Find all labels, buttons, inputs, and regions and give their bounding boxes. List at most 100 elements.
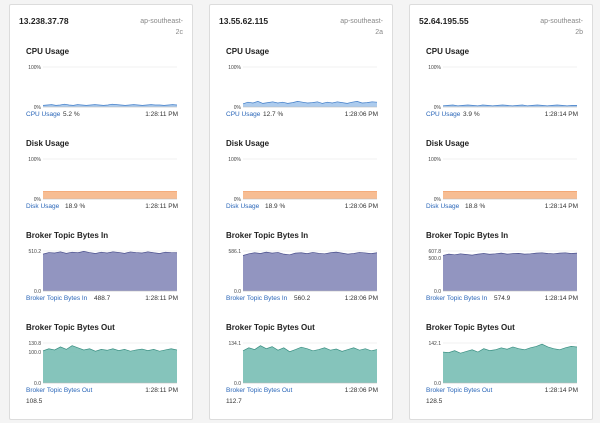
cpu-usage-chart: 100% 0%	[226, 63, 378, 111]
area-fill	[443, 344, 577, 383]
bytes-out-chart-svg: 142.1 0.0	[428, 341, 578, 387]
metric-title: Disk Usage	[226, 139, 270, 148]
server-ip: 13.238.37.78	[19, 16, 69, 26]
y-tick-label: 510.2	[28, 249, 41, 255]
metric-footer: Broker Topic Bytes In 574.9 1:28:14 PM	[426, 295, 578, 307]
area-fill	[243, 252, 377, 291]
area-fill	[443, 105, 577, 107]
y-tick-label: 0%	[434, 197, 442, 203]
metric-title: Broker Topic Bytes In	[226, 231, 309, 240]
y-tick-label: 607.8	[428, 249, 441, 255]
bytes-out-link[interactable]: Broker Topic Bytes Out	[26, 387, 93, 394]
metric-title: CPU Usage	[226, 47, 270, 56]
card-header: 13.238.37.78 ap-southeast-2c	[19, 14, 183, 38]
y-tick-label: 100%	[428, 65, 441, 71]
series-line	[42, 103, 178, 106]
series-line	[42, 345, 178, 352]
disk-usage-link[interactable]: Disk Usage	[26, 203, 60, 210]
disk-usage-link[interactable]: Disk Usage	[226, 203, 260, 210]
metric-value: 18.8 %	[465, 203, 486, 210]
series-line	[442, 104, 577, 107]
server-ip: 52.64.195.55	[419, 16, 469, 26]
metric-title: Disk Usage	[26, 139, 70, 148]
cpu-usage-chart: 100% 0%	[426, 63, 578, 111]
metric-value: 574.9	[494, 295, 511, 302]
area-fill	[243, 191, 377, 199]
series-line	[42, 251, 178, 255]
server-card: 13.55.62.115 ap-southeast-2a CPU Usage 1…	[209, 4, 393, 420]
bytes-in-chart: 510.2 0.0	[26, 247, 178, 295]
y-tick-label: 0%	[234, 105, 242, 111]
metric-title: CPU Usage	[26, 47, 70, 56]
disk-usage-chart: 100% 0%	[426, 155, 578, 203]
y-tick-label: 0%	[34, 105, 42, 111]
bytes-out-chart: 134.1 0.0	[226, 339, 378, 387]
metric-footer: CPU Usage 12.7 % 1:28:06 PM	[226, 111, 378, 123]
y-tick-label: 500.0	[428, 256, 441, 262]
y-tick-label: 0.0	[434, 289, 441, 295]
y-tick-label: 134.1	[228, 341, 241, 347]
y-tick-label: 100.0	[28, 350, 41, 356]
metric-footer: Broker Topic Bytes In 488.7 1:28:11 PM	[26, 295, 178, 307]
server-region: ap-southeast-2a	[340, 18, 383, 36]
bytes-out-chart: 130.8 100.0 0.0	[26, 339, 178, 387]
metric-title: Broker Topic Bytes In	[26, 231, 109, 240]
bytes-in-link[interactable]: Broker Topic Bytes In	[226, 295, 288, 302]
metric-value: 108.5	[26, 398, 43, 405]
card-header: 13.55.62.115 ap-southeast-2a	[219, 14, 383, 38]
metric-footer: Disk Usage 18.8 % 1:28:14 PM	[426, 203, 578, 215]
disk-usage-chart: 100% 0%	[26, 155, 178, 203]
metric-title: Broker Topic Bytes Out	[426, 323, 515, 332]
metric-value: 5.2 %	[63, 111, 80, 118]
metric-timestamp: 1:28:06 PM	[344, 203, 378, 210]
bytes-in-link[interactable]: Broker Topic Bytes In	[426, 295, 488, 302]
disk-chart-svg: 100% 0%	[428, 157, 577, 203]
bytes-out-chart-svg: 130.8 100.0 0.0	[28, 341, 178, 387]
metric-timestamp: 1:28:06 PM	[344, 387, 378, 394]
metric-value: 18.9 %	[265, 203, 286, 210]
metric-title: Broker Topic Bytes Out	[226, 323, 315, 332]
disk-chart-svg: 100% 0%	[28, 157, 177, 203]
metric-footer: Broker Topic Bytes Out 1:28:06 PM 112.7	[226, 387, 378, 405]
server-card: 13.238.37.78 ap-southeast-2c CPU Usage 1…	[9, 4, 193, 420]
y-tick-label: 100%	[228, 65, 241, 71]
y-tick-label: 0.0	[234, 381, 241, 387]
metric-title: CPU Usage	[426, 47, 470, 56]
bytes-out-link[interactable]: Broker Topic Bytes Out	[426, 387, 493, 394]
bytes-in-chart-svg: 510.2 0.0	[28, 249, 178, 295]
cpu-chart-svg: 100% 0%	[428, 65, 577, 111]
bytes-out-link[interactable]: Broker Topic Bytes Out	[226, 387, 293, 394]
metric-value: 488.7	[94, 295, 111, 302]
metric-footer: Broker Topic Bytes Out 1:28:11 PM 108.5	[26, 387, 178, 405]
y-tick-label: 0%	[234, 197, 242, 203]
y-tick-label: 0.0	[234, 289, 241, 295]
metric-footer: CPU Usage 3.9 % 1:28:14 PM	[426, 111, 578, 123]
metric-timestamp: 1:28:06 PM	[344, 111, 378, 118]
series-line	[242, 101, 378, 105]
y-tick-label: 100%	[28, 65, 41, 71]
cpu-usage-link[interactable]: CPU Usage	[26, 111, 61, 118]
y-tick-label: 0%	[434, 105, 442, 111]
metric-value: 560.2	[294, 295, 311, 302]
bytes-in-link[interactable]: Broker Topic Bytes In	[26, 295, 88, 302]
metric-footer: Broker Topic Bytes In 560.2 1:28:06 PM	[226, 295, 378, 307]
disk-usage-chart: 100% 0%	[226, 155, 378, 203]
y-tick-label: 586.1	[228, 249, 241, 255]
bytes-out-chart: 142.1 0.0	[426, 339, 578, 387]
metric-footer: Broker Topic Bytes Out 1:28:14 PM 128.5	[426, 387, 578, 405]
metric-timestamp: 1:28:11 PM	[145, 203, 178, 210]
metric-value: 112.7	[226, 398, 242, 405]
disk-usage-link[interactable]: Disk Usage	[426, 203, 460, 210]
cpu-usage-link[interactable]: CPU Usage	[226, 111, 261, 118]
area-fill	[443, 191, 577, 199]
metric-title: Broker Topic Bytes Out	[26, 323, 115, 332]
y-tick-label: 0.0	[434, 381, 441, 387]
metric-timestamp: 1:28:14 PM	[544, 387, 578, 394]
metric-timestamp: 1:28:06 PM	[344, 295, 378, 302]
cpu-usage-link[interactable]: CPU Usage	[426, 111, 461, 118]
series-line	[242, 251, 378, 256]
server-region: ap-southeast-2b	[540, 18, 583, 36]
metric-value: 128.5	[426, 398, 443, 405]
area-fill	[43, 191, 177, 199]
